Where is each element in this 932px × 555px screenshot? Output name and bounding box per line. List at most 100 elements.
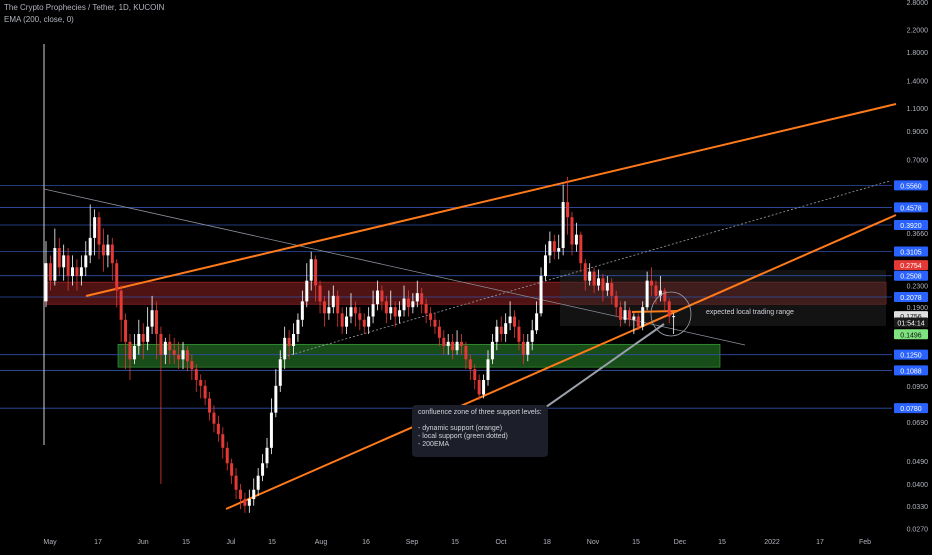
candle-body: [137, 333, 141, 346]
candle-body: [592, 271, 596, 286]
candle-body: [159, 333, 163, 355]
price-tag-label: 0.4578: [900, 205, 922, 212]
note-line: - dynamic support (orange): [418, 425, 503, 432]
candle-body: [406, 298, 410, 308]
symbol-title[interactable]: The Crypto Prophecies / Tether, 1D, KUCO…: [4, 3, 165, 12]
price-tag: [894, 329, 928, 340]
price-tag-label: 0.2754: [900, 263, 922, 270]
candle-body: [132, 345, 136, 360]
candle-body: [53, 248, 57, 281]
candle-body: [636, 316, 640, 327]
candle-body: [345, 316, 349, 327]
candle-body: [115, 263, 119, 291]
candle-body: [588, 271, 592, 281]
price-tag: [894, 349, 928, 360]
price-tick-label: 0.7000: [907, 157, 929, 164]
candle-body: [658, 290, 662, 296]
candle-body: [216, 423, 220, 435]
confluence-circle: [650, 291, 692, 337]
time-tick-label: 17: [816, 539, 824, 546]
candle-body: [645, 280, 649, 308]
price-tick-label: 0.0950: [907, 384, 929, 391]
candle-body: [124, 319, 128, 342]
candle-body: [663, 290, 667, 302]
orange-range-marker: [631, 310, 679, 313]
candle-body: [212, 412, 216, 424]
candle-body: [309, 259, 313, 281]
time-tick-label: 18: [543, 539, 551, 546]
candle-body: [48, 263, 52, 281]
candle-body: [433, 319, 437, 327]
price-tag-label: 0.3920: [900, 223, 922, 230]
candle-body: [667, 301, 671, 317]
time-tick-label: Jun: [137, 539, 148, 546]
candle-body: [398, 310, 402, 317]
candle-body: [296, 319, 300, 334]
price-tag-label: 0.2508: [900, 274, 922, 281]
candle-body: [455, 341, 459, 351]
candle-body: [627, 310, 631, 320]
price-tick-label: 0.2300: [907, 284, 929, 291]
candle-body: [579, 234, 583, 264]
candle-body: [358, 313, 362, 320]
candle-body: [393, 307, 397, 317]
candle-body: [513, 316, 517, 327]
candle-body: [601, 278, 605, 291]
time-tick-label: 15: [718, 539, 726, 546]
price-tick-label: 0.0270: [907, 527, 929, 534]
candle-body: [172, 350, 176, 355]
candle-body: [605, 283, 609, 291]
note-line: - 200EMA: [418, 441, 450, 448]
candle-body: [521, 341, 525, 355]
dynamic-support-line: [225, 214, 897, 510]
candle-body: [252, 489, 256, 500]
candle-body: [57, 248, 61, 268]
candle-body: [415, 293, 419, 302]
candle-body: [203, 385, 207, 399]
candle-body: [208, 398, 212, 413]
price-tick-label: 0.3660: [907, 231, 929, 238]
note-pointer-line: [545, 323, 665, 408]
candle-body: [292, 333, 296, 346]
candle-body: [468, 359, 472, 370]
candle-body: [97, 217, 101, 245]
candle-body: [543, 255, 547, 277]
candle-body: [424, 304, 428, 314]
candle-body: [84, 255, 88, 268]
candle-body: [367, 316, 371, 327]
candle-body: [71, 267, 75, 277]
note-line: confluence zone of three support levels:: [418, 409, 542, 416]
candle-body: [566, 202, 570, 218]
candle-body: [199, 379, 203, 386]
candle-body: [583, 263, 587, 281]
candle-body: [623, 310, 627, 320]
candle-body: [141, 333, 145, 342]
candle-body: [181, 350, 185, 360]
price-tag-label: 0.1088: [900, 368, 922, 375]
price-tick-label: 2.2000: [907, 27, 929, 34]
candle-body: [552, 241, 556, 252]
candle-body: [570, 217, 574, 245]
candle-body: [177, 354, 181, 360]
price-tag-label: 0.1250: [900, 353, 922, 360]
candle-body: [473, 369, 477, 380]
candle-body: [619, 307, 623, 320]
price-tick-label: 1.1000: [907, 106, 929, 113]
candle-body: [517, 326, 521, 342]
indicator-label[interactable]: EMA (200, close, 0): [4, 15, 74, 24]
candle-body: [437, 326, 441, 338]
time-tick-label: 15: [451, 539, 459, 546]
candle-body: [106, 244, 110, 256]
price-tag-label: 0.1496: [900, 332, 922, 339]
candle-body: [641, 307, 645, 327]
candle-body: [672, 316, 676, 318]
candle-body: [389, 307, 393, 314]
candle-body: [561, 202, 565, 249]
candle-body: [185, 350, 189, 362]
candle-body: [654, 285, 658, 296]
candle-body: [93, 217, 97, 238]
candle-body: [44, 263, 48, 302]
